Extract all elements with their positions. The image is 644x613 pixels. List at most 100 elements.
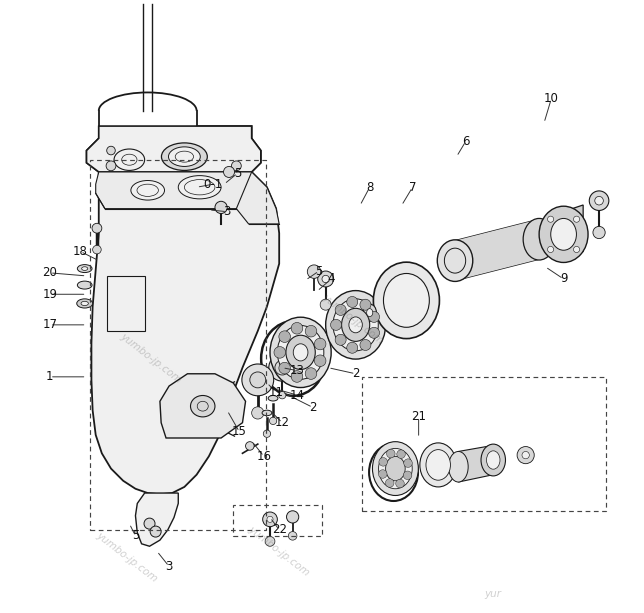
Circle shape xyxy=(279,392,286,399)
Circle shape xyxy=(242,364,274,396)
Ellipse shape xyxy=(363,304,377,321)
Ellipse shape xyxy=(426,449,450,480)
Ellipse shape xyxy=(341,308,370,341)
Circle shape xyxy=(335,305,346,316)
Text: 6: 6 xyxy=(462,135,469,148)
Circle shape xyxy=(404,459,412,468)
Ellipse shape xyxy=(77,265,92,273)
Text: 21: 21 xyxy=(411,410,426,423)
Circle shape xyxy=(305,368,317,379)
Ellipse shape xyxy=(77,281,92,289)
Circle shape xyxy=(265,536,275,546)
Bar xyxy=(90,160,266,530)
Text: 5: 5 xyxy=(234,167,242,180)
Circle shape xyxy=(574,246,580,253)
Ellipse shape xyxy=(114,149,145,170)
Circle shape xyxy=(547,246,554,253)
Polygon shape xyxy=(86,126,261,172)
Circle shape xyxy=(368,327,379,338)
Ellipse shape xyxy=(551,218,576,250)
Ellipse shape xyxy=(270,317,331,387)
Ellipse shape xyxy=(333,299,378,351)
Circle shape xyxy=(305,326,317,337)
Text: 1: 1 xyxy=(46,370,53,383)
Circle shape xyxy=(322,275,329,283)
Bar xyxy=(362,377,607,511)
Text: 2: 2 xyxy=(352,367,359,380)
Circle shape xyxy=(279,331,290,343)
Text: 3: 3 xyxy=(166,560,173,573)
Circle shape xyxy=(223,167,234,177)
Ellipse shape xyxy=(82,267,88,270)
Text: yumbo-jp.com: yumbo-jp.com xyxy=(320,292,385,346)
Circle shape xyxy=(547,216,554,223)
Ellipse shape xyxy=(77,299,93,308)
Circle shape xyxy=(269,417,277,425)
Circle shape xyxy=(291,371,303,383)
Circle shape xyxy=(346,342,358,353)
Text: 5: 5 xyxy=(316,265,323,278)
Circle shape xyxy=(289,531,297,540)
Text: 15: 15 xyxy=(232,425,247,438)
Text: 18: 18 xyxy=(73,245,88,258)
Circle shape xyxy=(275,360,290,375)
Circle shape xyxy=(307,265,321,278)
Text: 17: 17 xyxy=(43,318,57,332)
Circle shape xyxy=(403,471,412,479)
Circle shape xyxy=(593,226,605,238)
Ellipse shape xyxy=(326,291,386,359)
Bar xyxy=(233,505,322,536)
Ellipse shape xyxy=(262,410,272,416)
Circle shape xyxy=(397,450,405,459)
Ellipse shape xyxy=(162,143,207,170)
Circle shape xyxy=(574,216,580,223)
Text: 3: 3 xyxy=(223,205,231,218)
Text: 2: 2 xyxy=(309,401,317,414)
Ellipse shape xyxy=(539,206,588,262)
Circle shape xyxy=(379,457,388,466)
Text: 16: 16 xyxy=(256,450,271,463)
Text: 5: 5 xyxy=(132,530,139,543)
Text: 8: 8 xyxy=(366,181,374,194)
Text: 22: 22 xyxy=(272,524,287,536)
Polygon shape xyxy=(565,205,583,257)
Circle shape xyxy=(379,470,387,478)
Polygon shape xyxy=(91,172,279,494)
Circle shape xyxy=(517,446,535,463)
Ellipse shape xyxy=(366,308,373,316)
Circle shape xyxy=(245,441,254,450)
Circle shape xyxy=(263,512,278,527)
Ellipse shape xyxy=(349,317,363,333)
Ellipse shape xyxy=(486,451,500,469)
Text: 12: 12 xyxy=(275,416,290,429)
Ellipse shape xyxy=(374,262,439,338)
Ellipse shape xyxy=(293,344,308,361)
Text: 20: 20 xyxy=(43,267,57,280)
Circle shape xyxy=(314,338,326,350)
Circle shape xyxy=(360,340,371,351)
Ellipse shape xyxy=(286,335,316,370)
Circle shape xyxy=(595,196,603,205)
Text: 10: 10 xyxy=(544,92,559,105)
Text: 13: 13 xyxy=(290,364,305,377)
Ellipse shape xyxy=(386,456,405,481)
Circle shape xyxy=(317,271,334,287)
Ellipse shape xyxy=(131,180,164,200)
Text: 4: 4 xyxy=(327,272,335,286)
Text: 7: 7 xyxy=(409,181,416,194)
Circle shape xyxy=(395,479,404,488)
Ellipse shape xyxy=(278,326,324,379)
Ellipse shape xyxy=(178,175,221,199)
Ellipse shape xyxy=(383,273,430,327)
Polygon shape xyxy=(455,219,539,281)
Text: 11: 11 xyxy=(269,386,283,398)
Circle shape xyxy=(314,355,326,367)
Text: 9: 9 xyxy=(560,272,567,286)
Ellipse shape xyxy=(372,441,419,495)
Circle shape xyxy=(274,346,285,358)
Bar xyxy=(107,276,145,331)
Ellipse shape xyxy=(420,443,457,487)
Circle shape xyxy=(360,299,371,310)
Circle shape xyxy=(106,161,116,171)
Circle shape xyxy=(144,518,155,529)
